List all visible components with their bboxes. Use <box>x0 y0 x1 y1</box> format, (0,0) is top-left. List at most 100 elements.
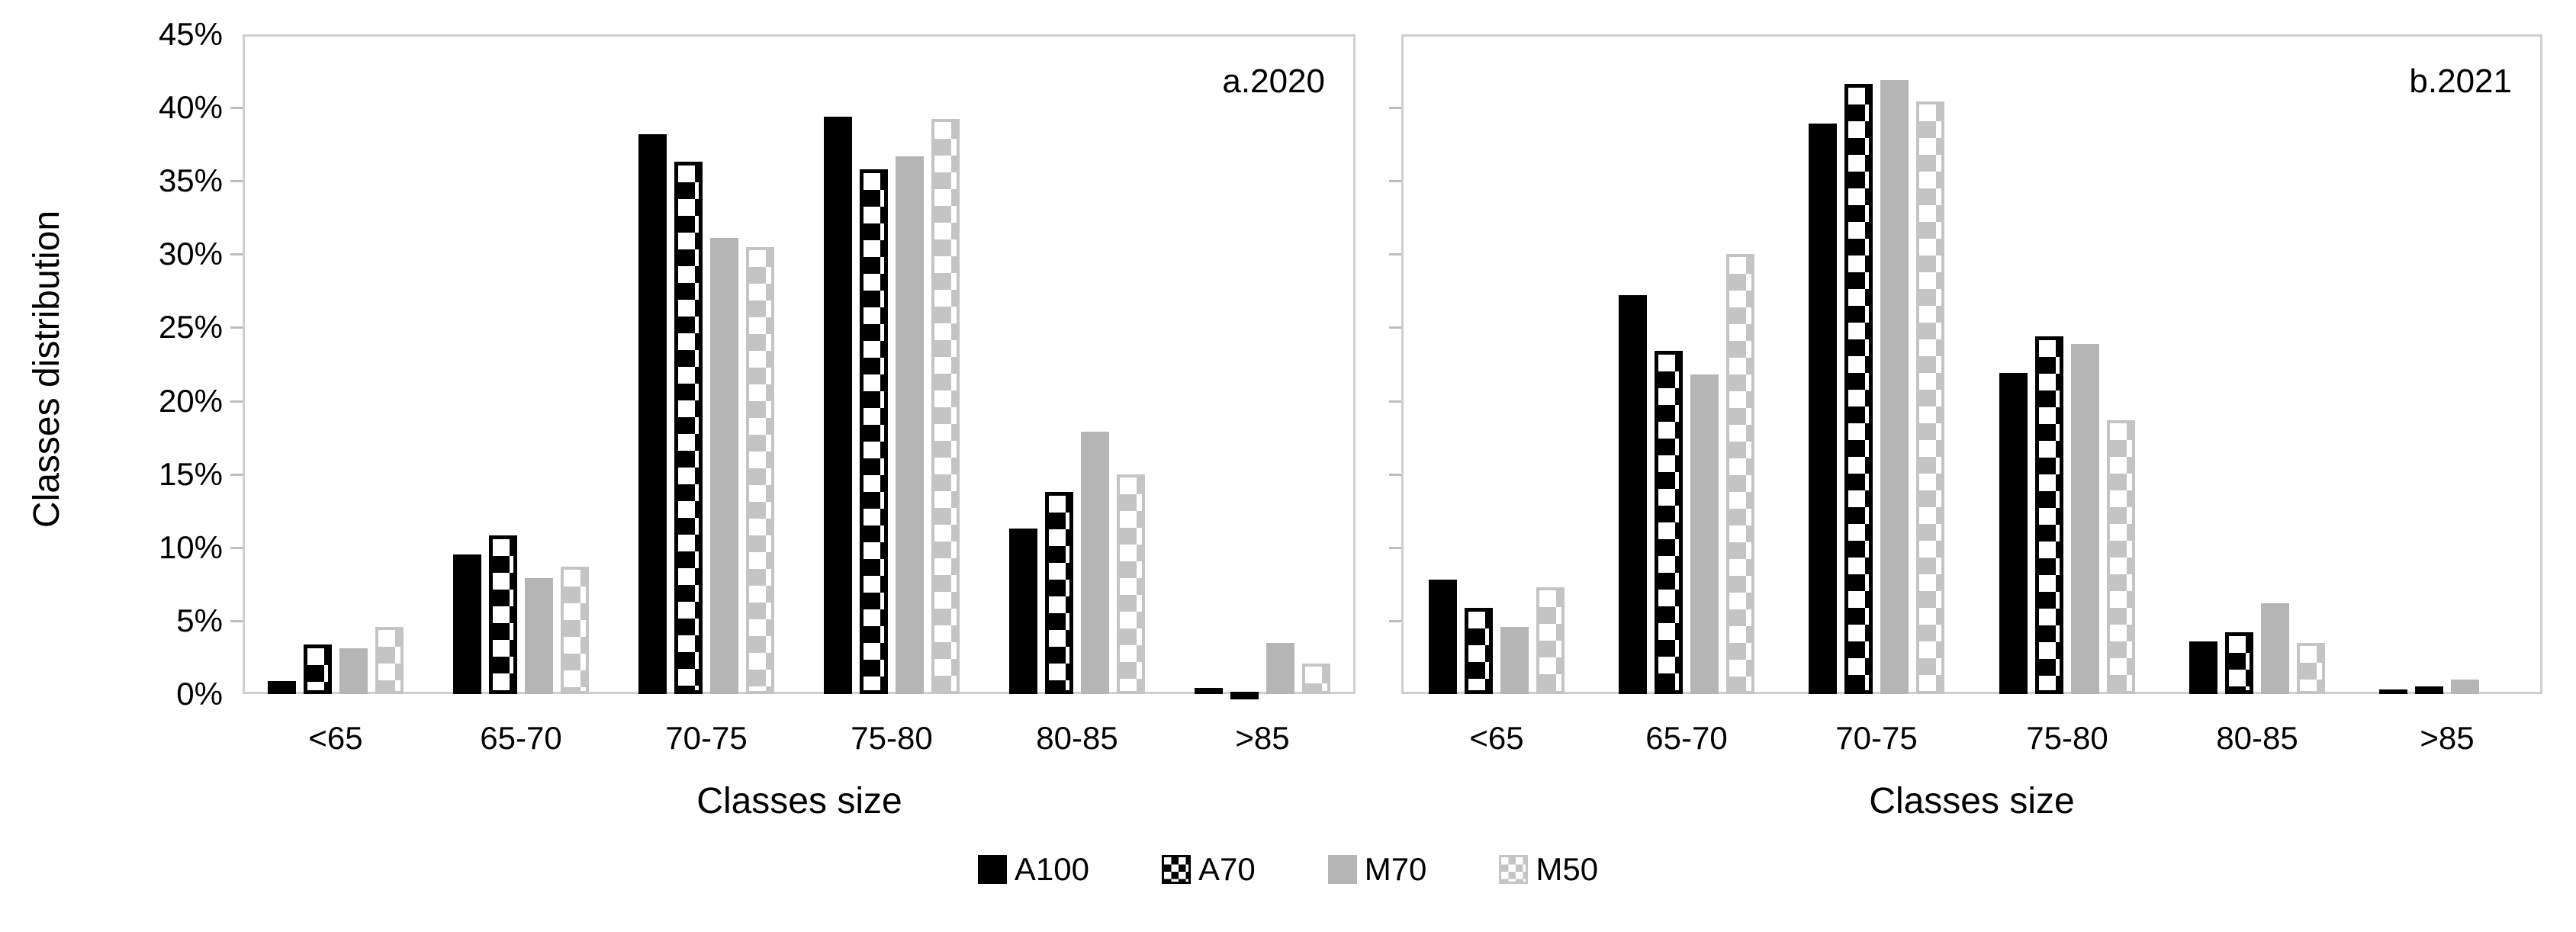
legend-label: A100 <box>1014 851 1089 887</box>
bar-a100-65-70 <box>1619 295 1647 694</box>
legend-label: A70 <box>1198 851 1256 887</box>
bar-a70-85 <box>1230 692 1259 699</box>
legend-swatch-icon <box>1327 855 1357 884</box>
bar-m50-65-70 <box>1726 254 1754 694</box>
bar-m50-75-80 <box>931 119 960 694</box>
bar-a100-85 <box>1195 688 1223 694</box>
y-tick-label: 25% <box>158 309 223 345</box>
bar-a100-85 <box>2379 689 2407 694</box>
bar-a100-75-80 <box>1999 373 2028 694</box>
bar-m70-75-80 <box>896 156 924 694</box>
y-axis-title: Classes distribution <box>27 210 67 529</box>
bar-m70-65 <box>1500 626 1529 694</box>
bar-m70-85 <box>2451 679 2479 694</box>
bar-m70-75-80 <box>2071 343 2099 694</box>
x-tick-label: 65-70 <box>480 720 562 756</box>
x-axis-title: Classes size <box>696 781 902 821</box>
y-tick-label: 15% <box>158 455 223 492</box>
y-axis-tick <box>1389 619 1401 622</box>
x-axis-title: Classes size <box>1869 781 2075 821</box>
bar-a70-65 <box>1465 607 1493 694</box>
bar-m50-65 <box>1536 587 1565 694</box>
bar-m50-75-80 <box>2107 419 2135 694</box>
y-axis-tick <box>1389 180 1401 183</box>
bar-m70-65-70 <box>1690 374 1719 694</box>
bar-a100-70-75 <box>638 133 667 694</box>
y-axis-tick <box>230 619 243 622</box>
bar-a70-65 <box>304 644 332 694</box>
x-tick-label: 75-80 <box>851 720 933 756</box>
y-tick-label: 5% <box>176 602 223 638</box>
x-tick-label: <65 <box>308 720 363 756</box>
y-axis-tick <box>1389 546 1401 549</box>
bar-m70-80-85 <box>2261 603 2289 694</box>
bar-m70-70-75 <box>1880 79 1909 694</box>
bar-m70-70-75 <box>710 238 738 694</box>
legend-swatch-icon <box>977 855 1007 884</box>
y-axis-tick <box>1389 400 1401 403</box>
y-tick-label: 35% <box>158 162 223 199</box>
y-axis-tick <box>230 253 243 256</box>
bar-m70-65 <box>339 648 368 694</box>
bar-m50-65 <box>375 626 404 694</box>
bar-a70-70-75 <box>674 162 703 694</box>
bar-m50-85 <box>1302 663 1330 694</box>
bar-a70-80-85 <box>2225 632 2253 694</box>
y-axis-tick <box>1389 107 1401 110</box>
legend-item-a100: A100 <box>977 851 1089 887</box>
bar-a100-80-85 <box>2189 641 2217 694</box>
bar-a70-75-80 <box>860 169 888 694</box>
y-tick-label: 45% <box>158 16 223 52</box>
y-axis-tick <box>230 400 243 403</box>
y-tick-label: 20% <box>158 382 223 419</box>
y-axis-tick <box>230 180 243 183</box>
y-axis-tick <box>230 473 243 476</box>
bar-m50-70-75 <box>746 246 774 694</box>
bar-a70-85 <box>2415 686 2443 695</box>
y-axis-tick <box>230 107 243 110</box>
bar-m70-65-70 <box>525 578 553 694</box>
x-tick-label: 80-85 <box>1036 720 1118 756</box>
x-tick-label: <65 <box>1469 720 1524 756</box>
bar-m50-65-70 <box>561 566 589 694</box>
bar-a70-75-80 <box>2035 336 2063 694</box>
legend-swatch-icon <box>1499 855 1529 884</box>
x-tick-label: >85 <box>2420 720 2475 756</box>
y-axis-tick <box>1389 473 1401 476</box>
x-tick-label: 80-85 <box>2216 720 2298 756</box>
bar-a100-70-75 <box>1809 124 1837 694</box>
x-tick-label: 65-70 <box>1645 720 1728 756</box>
legend-item-m70: M70 <box>1327 851 1427 887</box>
bar-a70-65-70 <box>1655 351 1683 694</box>
bar-a100-65-70 <box>453 554 481 694</box>
y-axis-tick <box>1389 253 1401 256</box>
x-tick-label: 70-75 <box>665 720 748 756</box>
y-tick-label: 10% <box>158 529 223 565</box>
bar-a70-80-85 <box>1045 491 1073 694</box>
y-axis-tick <box>1389 326 1401 329</box>
y-tick-label: 30% <box>158 236 223 272</box>
legend-label: M50 <box>1536 851 1599 887</box>
legend-swatch-icon <box>1161 855 1191 884</box>
panel-label: a.2020 <box>1222 63 1325 100</box>
bar-a100-75-80 <box>824 116 852 694</box>
x-tick-label: 75-80 <box>2026 720 2108 756</box>
bar-a100-65 <box>268 680 296 694</box>
bar-a70-70-75 <box>1844 84 1873 694</box>
bar-m50-80-85 <box>2297 642 2325 694</box>
bar-m50-80-85 <box>1117 474 1145 694</box>
bar-m50-70-75 <box>1916 101 1944 694</box>
legend-item-a70: A70 <box>1161 851 1256 887</box>
plot-area <box>243 34 1356 694</box>
bar-m70-85 <box>1266 642 1294 694</box>
y-axis-tick <box>230 326 243 329</box>
bar-a100-80-85 <box>1009 528 1037 694</box>
bar-a70-65-70 <box>489 535 517 694</box>
y-axis-tick <box>230 546 243 549</box>
x-tick-label: >85 <box>1235 720 1290 756</box>
bar-m70-80-85 <box>1081 431 1109 694</box>
y-tick-label: 0% <box>176 676 223 712</box>
legend-label: M70 <box>1364 851 1427 887</box>
bar-a100-65 <box>1429 580 1457 694</box>
